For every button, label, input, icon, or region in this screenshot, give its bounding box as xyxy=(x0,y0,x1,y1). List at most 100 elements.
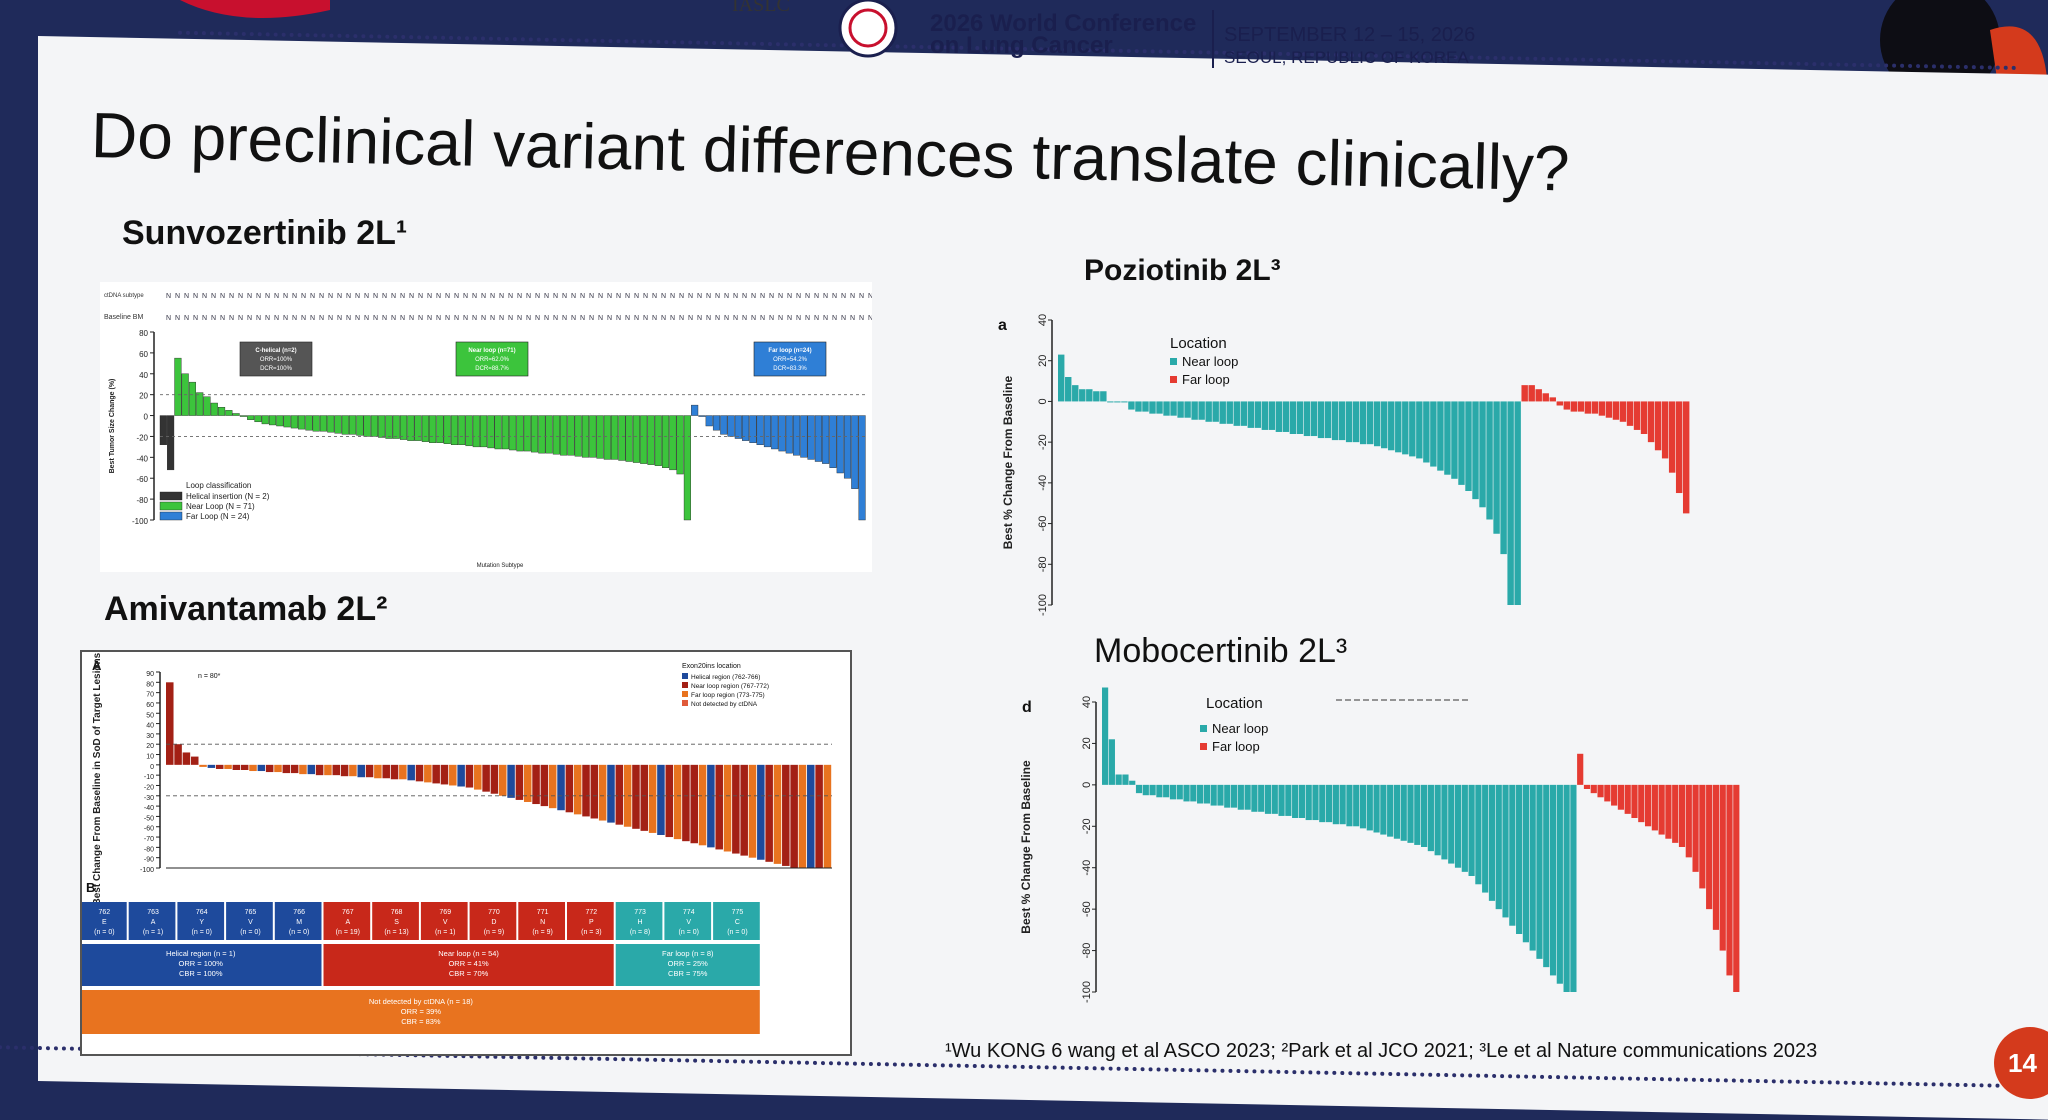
y-tick-label: -90 xyxy=(144,857,154,864)
bar xyxy=(1549,397,1556,402)
mobocertinib-chart: 40 20 0 -20 -40 -60 -80 -100 Best % Change From … xyxy=(1019,687,1740,1003)
row-marker: N xyxy=(661,293,666,300)
position-cell xyxy=(372,902,419,940)
bar xyxy=(807,764,815,868)
row-marker: N xyxy=(436,293,441,300)
bar xyxy=(1100,391,1107,402)
bar xyxy=(790,764,798,868)
bar xyxy=(182,752,191,765)
position-cell xyxy=(518,902,565,940)
bar xyxy=(1305,784,1312,821)
bar xyxy=(429,415,437,443)
bar xyxy=(490,764,499,794)
position-number: 765 xyxy=(245,909,257,916)
position-number: 764 xyxy=(196,909,208,916)
position-n: (n = 13) xyxy=(384,929,408,936)
position-number: 774 xyxy=(683,909,695,916)
bar xyxy=(1402,401,1409,455)
bar xyxy=(1352,401,1360,443)
panel-label-b: B xyxy=(86,880,95,895)
bar xyxy=(1332,784,1339,825)
bar xyxy=(1247,401,1255,428)
poziotinib-panel: 40 20 0 -20 -40 -60 -80 -100 Best % Change From … xyxy=(990,300,1710,620)
bar xyxy=(1203,784,1210,804)
row-marker: N xyxy=(868,293,872,300)
row-marker: N xyxy=(634,315,639,322)
bar xyxy=(282,764,291,774)
y-tick-label: 60 xyxy=(139,350,148,359)
bar xyxy=(632,764,640,829)
bar xyxy=(1254,401,1262,428)
bar xyxy=(432,764,440,784)
row-marker: N xyxy=(706,315,711,322)
row-marker: N xyxy=(652,315,657,322)
row-marker: N xyxy=(400,293,405,300)
row-marker: N xyxy=(535,293,540,300)
page-number: 14 xyxy=(1994,1027,2048,1099)
conference-dates: SEPTEMBER 12 – 15, 2026 xyxy=(1224,24,1476,46)
y-tick-label: 50 xyxy=(146,712,154,719)
position-aa: Y xyxy=(199,919,204,926)
bar xyxy=(647,415,655,465)
bar xyxy=(691,404,699,416)
bar xyxy=(648,764,657,833)
bar xyxy=(1500,401,1507,555)
bar xyxy=(1516,784,1523,934)
position-cell xyxy=(469,902,517,940)
row-marker: N xyxy=(553,293,558,300)
row-marker: N xyxy=(580,293,585,300)
row-marker: N xyxy=(688,315,693,322)
position-n: (n = 3) xyxy=(581,929,601,936)
position-aa: C xyxy=(735,919,740,926)
bar xyxy=(1672,784,1679,843)
bar xyxy=(1611,784,1618,806)
bar xyxy=(1170,401,1177,416)
row-marker: N xyxy=(454,293,459,300)
legend-label: Near Loop (N = 71) xyxy=(186,502,255,511)
position-aa: E xyxy=(102,919,107,926)
conference-seal-icon xyxy=(838,0,898,58)
bar xyxy=(159,415,167,446)
bar xyxy=(196,392,204,416)
row-marker: N xyxy=(319,293,324,300)
row-marker: N xyxy=(391,293,396,300)
bar xyxy=(1712,784,1720,930)
bar xyxy=(707,764,715,848)
bar xyxy=(1427,784,1434,852)
bar xyxy=(1654,401,1662,451)
bar xyxy=(356,415,364,436)
row-marker: N xyxy=(850,315,855,322)
row-marker: N xyxy=(571,315,576,322)
legend-swatch xyxy=(159,491,183,501)
row-marker: N xyxy=(724,315,729,322)
bar xyxy=(1612,401,1620,420)
position-n: (n = 19) xyxy=(336,929,360,936)
bar xyxy=(494,415,502,450)
bar xyxy=(1495,784,1502,910)
row-marker: N xyxy=(409,315,414,322)
row-marker: N xyxy=(247,315,252,322)
bar xyxy=(1388,401,1395,451)
bar xyxy=(1563,401,1571,410)
row-marker: N xyxy=(643,293,648,300)
y-tick-label: -40 xyxy=(1081,860,1093,876)
bar xyxy=(1346,784,1353,827)
position-aa: N xyxy=(540,919,545,926)
bar xyxy=(1556,784,1563,984)
bar xyxy=(1233,401,1240,426)
not-detected-cbr: CBR = 83% xyxy=(401,1017,441,1026)
bar xyxy=(501,415,509,450)
row-marker: N xyxy=(184,315,189,322)
bar xyxy=(1163,784,1170,798)
bar xyxy=(1282,401,1290,432)
bar xyxy=(705,415,713,427)
bar xyxy=(436,415,444,443)
bar xyxy=(1244,784,1251,810)
row-marker: N xyxy=(814,315,819,322)
bar xyxy=(1065,377,1072,402)
row-marker: N xyxy=(328,293,333,300)
bar xyxy=(807,415,815,460)
row-marker: N xyxy=(778,293,783,300)
bar xyxy=(332,764,341,776)
poziotinib-heading: Poziotinib 2L³ xyxy=(1084,254,1281,287)
